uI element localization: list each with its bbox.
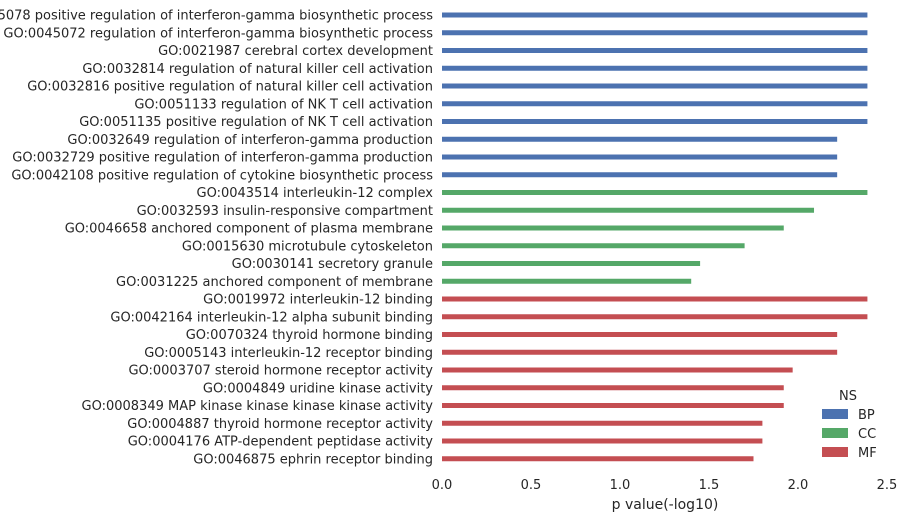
bar-14 [442, 261, 701, 266]
bar-5 [442, 101, 868, 107]
legend-label-mf: MF [858, 446, 877, 461]
category-label-17: GO:0042164 interleukin-12 alpha subunit … [110, 310, 433, 325]
x-tick-label-0: 0.0 [432, 478, 453, 493]
bar-1 [442, 30, 868, 36]
bar-25 [442, 456, 754, 462]
bar-3 [442, 65, 868, 71]
x-axis-title: p value(-log10) [612, 497, 719, 513]
category-labels-group: GO:0045078 positive regulation of interf… [0, 9, 433, 468]
category-label-4: GO:0032816 positive regulation of natura… [27, 80, 433, 95]
bar-9 [442, 172, 838, 178]
category-label-2: GO:0021987 cerebral cortex development [158, 44, 433, 59]
category-label-19: GO:0005143 interleukin-12 receptor bindi… [144, 346, 433, 361]
category-label-18: GO:0070324 thyroid hormone binding [186, 328, 433, 343]
bar-6 [442, 119, 868, 124]
legend-label-cc: CC [858, 427, 876, 442]
bar-13 [442, 243, 745, 249]
category-label-3: GO:0032814 regulation of natural killer … [82, 62, 433, 77]
bar-10 [442, 190, 868, 195]
bar-18 [442, 332, 838, 337]
legend-label-bp: BP [858, 408, 875, 423]
category-label-14: GO:0030141 secretory granule [232, 257, 433, 272]
category-label-13: GO:0015630 microtubule cytoskeleton [182, 239, 433, 254]
bar-19 [442, 349, 838, 355]
bar-12 [442, 225, 784, 231]
bar-0 [442, 12, 868, 18]
legend-swatch-cc [822, 428, 848, 438]
bar-21 [442, 385, 784, 391]
category-label-15: GO:0031225 anchored component of membran… [116, 275, 433, 290]
x-tick-label-2: 1.0 [610, 478, 631, 493]
bar-16 [442, 296, 868, 302]
bar-2 [442, 48, 868, 53]
category-label-20: GO:0003707 steroid hormone receptor acti… [128, 364, 433, 379]
category-label-21: GO:0004849 uridine kinase activity [203, 381, 433, 396]
x-tick-label-5: 2.5 [877, 478, 898, 493]
x-tick-label-1: 0.5 [521, 478, 542, 493]
category-label-6: GO:0051135 positive regulation of NK T c… [79, 115, 433, 130]
bars-group [442, 12, 868, 462]
legend: NS BP CC MF [822, 389, 877, 461]
category-label-23: GO:0004887 thyroid hormone receptor acti… [127, 417, 433, 432]
bar-24 [442, 438, 763, 444]
x-tick-label-4: 2.0 [788, 478, 809, 493]
category-label-1: GO:0045072 regulation of interferon-gamm… [3, 26, 433, 41]
bar-20 [442, 367, 793, 373]
category-label-9: GO:0042108 positive regulation of cytoki… [11, 168, 433, 183]
category-label-11: GO:0032593 insulin-responsive compartmen… [137, 204, 433, 219]
category-label-24: GO:0004176 ATP-dependent peptidase activ… [128, 435, 434, 450]
category-label-5: GO:0051133 regulation of NK T cell activ… [134, 97, 433, 112]
bar-23 [442, 420, 763, 426]
x-axis-ticks-group: 0.0 0.5 1.0 1.5 2.0 2.5 [432, 478, 898, 493]
category-label-7: GO:0032649 regulation of interferon-gamm… [67, 133, 433, 148]
legend-swatch-mf [822, 447, 848, 457]
category-label-22: GO:0008349 MAP kinase kinase kinase kina… [82, 399, 434, 414]
legend-title: NS [839, 389, 857, 404]
category-label-10: GO:0043514 interleukin-12 complex [197, 186, 434, 201]
x-tick-label-3: 1.5 [699, 478, 720, 493]
bar-15 [442, 278, 692, 284]
category-label-8: GO:0032729 positive regulation of interf… [12, 151, 433, 166]
category-label-12: GO:0046658 anchored component of plasma … [65, 222, 433, 237]
bar-4 [442, 83, 868, 89]
bar-17 [442, 314, 868, 320]
legend-swatch-bp [822, 409, 848, 419]
bar-8 [442, 154, 838, 160]
category-label-25: GO:0046875 ephrin receptor binding [193, 452, 433, 467]
bar-11 [442, 207, 815, 213]
category-label-0: GO:0045078 positive regulation of interf… [0, 9, 433, 24]
bar-22 [442, 403, 784, 408]
bar-7 [442, 136, 838, 142]
category-label-16: GO:0019972 interleukin-12 binding [203, 293, 433, 308]
